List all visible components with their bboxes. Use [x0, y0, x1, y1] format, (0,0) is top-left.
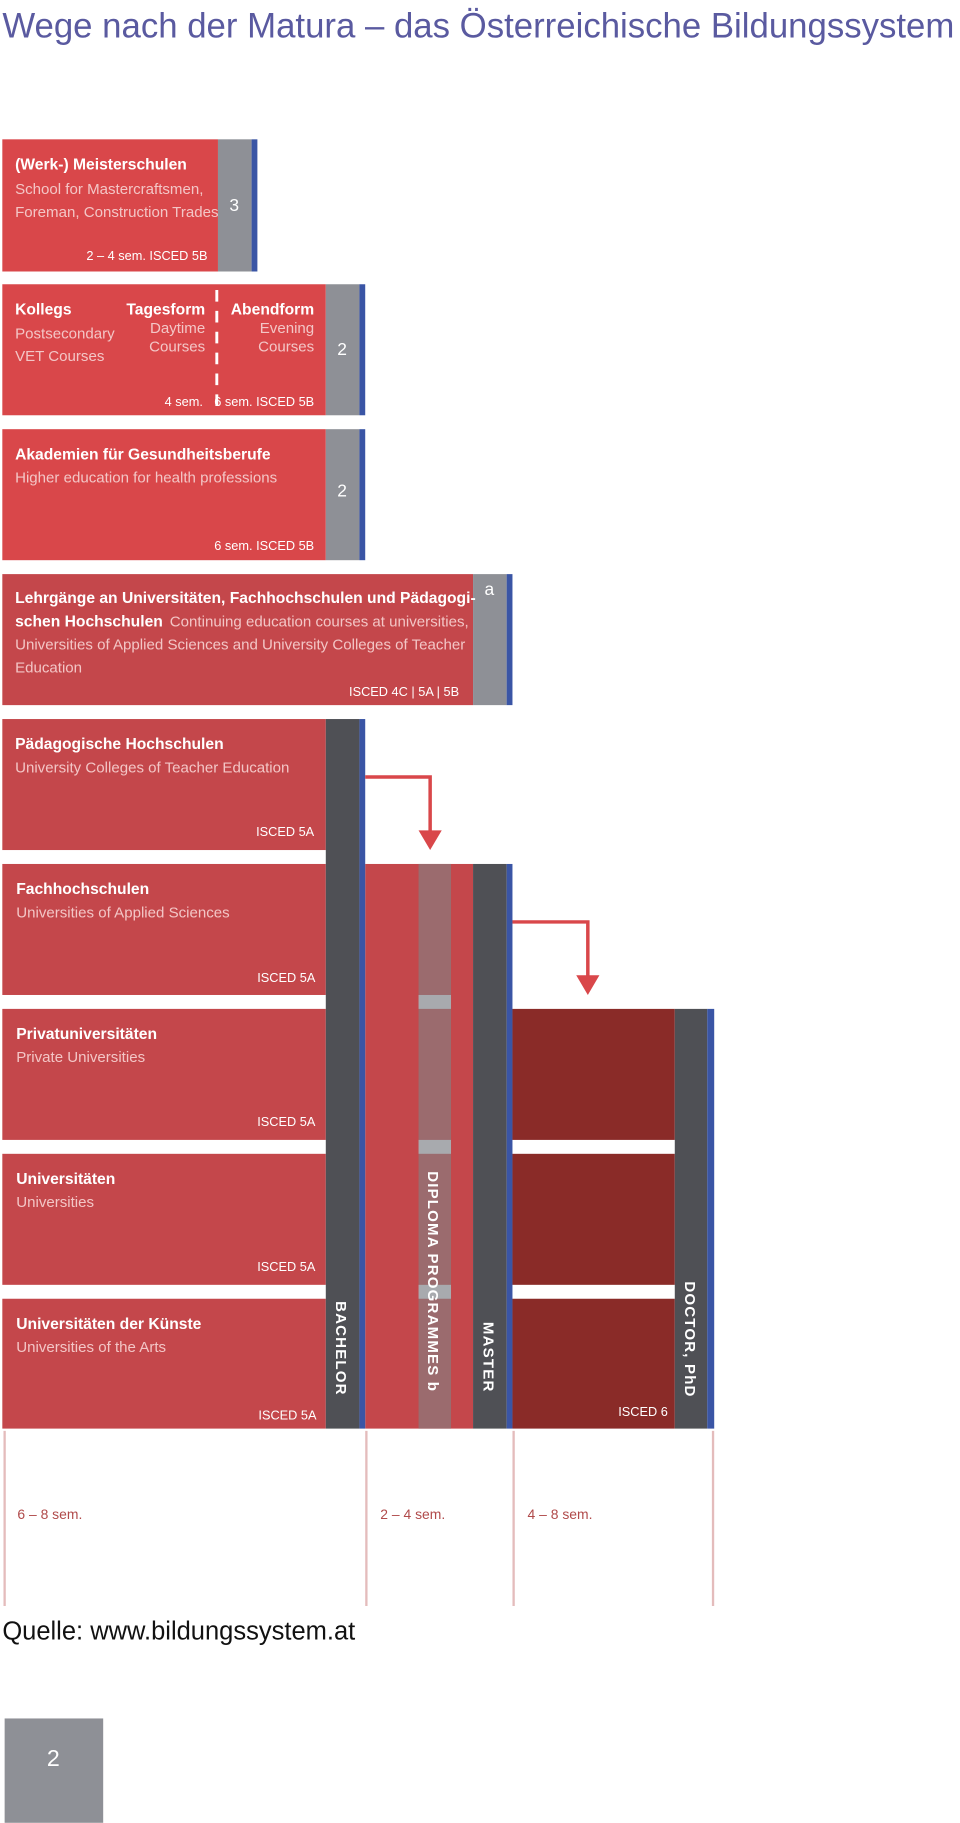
program-label: DIPLOMA PROGRAMMES b: [424, 1171, 441, 1392]
bachelor-bar: [325, 719, 360, 1429]
form-title: Abendform: [231, 301, 314, 318]
form-note: 4 sem.: [165, 394, 203, 409]
block-line: School for Mastercraftsmen,: [15, 181, 203, 198]
block-title: Fachhochschulen: [16, 881, 149, 898]
doctor-area: [512, 1008, 675, 1140]
block-line: Universities: [16, 1194, 94, 1211]
block: Privatuniversitäten Private Universities…: [2, 1008, 326, 1140]
form-line: Evening: [260, 320, 314, 337]
block-line: Continuing education courses at universi…: [170, 613, 469, 630]
arrow: [365, 775, 432, 833]
years-bar: [325, 429, 360, 561]
block-bg: [2, 1298, 326, 1429]
years: 2: [337, 480, 347, 500]
doctor-area: [512, 1298, 675, 1429]
years: 3: [229, 195, 239, 215]
doctor-area: [512, 1153, 675, 1285]
block-title: Kollegs: [15, 301, 72, 318]
doctor-bar: [674, 1008, 708, 1429]
block: Lehrgänge an Universitäten, Fachhochschu…: [2, 574, 513, 706]
years-bar: [217, 139, 252, 272]
block-line: Foreman, Construction Trades: [15, 204, 218, 221]
block-title: Privatuniversitäten: [16, 1026, 157, 1043]
diploma-gap: [418, 1139, 452, 1154]
stripe: [506, 863, 513, 1429]
block-note: 6 sem. ISCED 5B: [214, 394, 314, 409]
block: (Werk-) Meisterschulen School for Master…: [2, 139, 258, 272]
arrow-head: [418, 830, 442, 851]
block-note: ISCED 6: [618, 1404, 668, 1419]
block-line: VET Courses: [15, 348, 104, 365]
form-title: Tagesform: [126, 301, 205, 318]
years: a: [484, 579, 494, 599]
block-title: (Werk-) Meisterschulen: [15, 156, 187, 173]
source: Quelle: www.bildungssystem.at: [2, 1618, 355, 1646]
block-title: Universitäten der Künste: [16, 1316, 201, 1333]
block: Fachhochschulen Universities of Applied …: [2, 863, 326, 995]
block-note: ISCED 5A: [256, 824, 315, 839]
stripe: [506, 574, 513, 706]
block-note: 2 – 4 sem. ISCED 5B: [86, 248, 207, 263]
block-line: Education: [15, 660, 82, 677]
block-note: ISCED 5A: [258, 1407, 317, 1422]
form-line: Courses: [258, 338, 314, 355]
block-line: Higher education for health professions: [15, 470, 277, 487]
duration: 2 – 4 sem.: [380, 1506, 445, 1522]
block-note: 6 sem. ISCED 5B: [214, 538, 314, 553]
block-bg: [2, 429, 326, 561]
block-bg: [2, 863, 326, 995]
block-title: Akademien für Gesundheitsberufe: [15, 446, 271, 463]
block-bg: [2, 284, 326, 416]
block-title: schen Hochschulen: [15, 613, 163, 630]
block-bg: [2, 719, 326, 851]
stripe: [707, 1008, 715, 1429]
block-bg: [2, 1153, 326, 1285]
program-label: DOCTOR, PhD: [681, 1281, 698, 1397]
form-line: Courses: [149, 338, 205, 355]
program-label: MASTER: [479, 1322, 496, 1393]
duration: 6 – 8 sem.: [17, 1506, 82, 1522]
arrow: [512, 920, 590, 978]
stripe: [359, 429, 366, 561]
block-line: Universities of Applied Sciences: [16, 904, 230, 921]
arrow-head: [576, 975, 600, 995]
stripe: [359, 284, 366, 416]
master-bar: [473, 863, 507, 1429]
block-bg: [2, 574, 474, 706]
block-line: University Colleges of Teacher Education: [15, 759, 289, 776]
years-bar: [325, 284, 360, 416]
diploma-gap: [418, 1284, 452, 1299]
page-number-box: [4, 1718, 104, 1823]
block: Universitäten Universities ISCED 5A: [2, 1153, 326, 1285]
stripe: [359, 719, 366, 1429]
block-note: ISCED 5A: [257, 1259, 316, 1274]
block-line: Postsecondary: [15, 326, 115, 343]
duration: 4 – 8 sem.: [528, 1506, 593, 1522]
block-title: Universitäten: [16, 1171, 115, 1188]
block-line: Private Universities: [16, 1049, 145, 1066]
block-line: Universities of Applied Sciences and Uni…: [15, 636, 465, 653]
stripe: [251, 139, 258, 272]
block-bg: [2, 1008, 326, 1140]
page-number: 2: [47, 1745, 60, 1771]
block-bg: [2, 139, 218, 272]
block: Pädagogische Hochschulen University Coll…: [2, 719, 326, 851]
block-note: ISCED 5A: [257, 1114, 316, 1129]
block-line: Universities of the Arts: [16, 1339, 166, 1356]
diploma-gap: [418, 994, 452, 1009]
years: 2: [337, 339, 347, 359]
block-title: Lehrgänge an Universitäten, Fachhochschu…: [15, 590, 476, 607]
block-title: Pädagogische Hochschulen: [15, 736, 224, 753]
block-note: ISCED 4C | 5A | 5B: [349, 684, 459, 699]
block: Kollegs Postsecondary VET Courses Tagesf…: [2, 284, 366, 416]
page-title: Wege nach der Matura – das Österreichisc…: [2, 7, 954, 45]
form-line: Daytime: [150, 320, 205, 337]
block: Universitäten der Künste Universities of…: [2, 1298, 326, 1429]
block: Akademien für Gesundheitsberufe Higher e…: [2, 429, 366, 561]
years-bar: [473, 574, 507, 706]
program-label: BACHELOR: [332, 1301, 349, 1396]
block-note: ISCED 5A: [257, 970, 316, 985]
block-line: schen Hochschulen Continuing education co…: [15, 613, 469, 630]
